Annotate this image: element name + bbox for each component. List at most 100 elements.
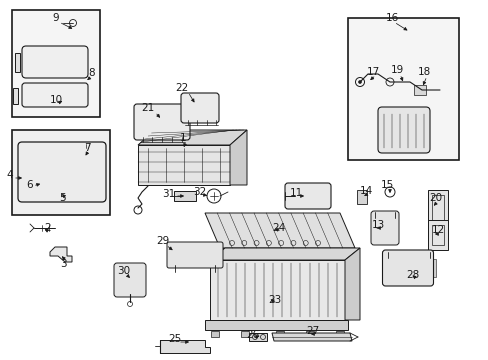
Polygon shape [15, 53, 20, 72]
Text: 8: 8 [88, 68, 95, 78]
Bar [427, 220, 447, 250]
Text: 6: 6 [27, 180, 33, 190]
Bar [186, 100, 197, 116]
Text: 17: 17 [366, 67, 379, 77]
Bar [275, 331, 284, 337]
FancyBboxPatch shape [22, 83, 88, 107]
Text: 7: 7 [83, 143, 90, 153]
Bar [52, 90, 62, 100]
FancyBboxPatch shape [285, 183, 330, 209]
FancyBboxPatch shape [382, 250, 433, 286]
Bar [200, 100, 209, 116]
Bar [427, 259, 435, 277]
Text: 16: 16 [385, 13, 398, 23]
Bar [292, 189, 303, 203]
Bar [29, 156, 43, 184]
Bar [248, 333, 266, 341]
Text: 11: 11 [289, 188, 302, 198]
FancyBboxPatch shape [22, 46, 88, 78]
Bar [413, 85, 425, 95]
Bar [57, 55, 67, 69]
FancyBboxPatch shape [181, 93, 219, 123]
Text: 20: 20 [428, 193, 442, 203]
Bar [397, 259, 405, 277]
Bar [431, 225, 443, 245]
FancyBboxPatch shape [18, 142, 106, 202]
Bar [174, 191, 196, 201]
FancyBboxPatch shape [370, 211, 398, 245]
Text: 25: 25 [168, 334, 181, 344]
Text: 2: 2 [44, 223, 51, 233]
Text: 19: 19 [389, 65, 403, 75]
Circle shape [358, 81, 361, 84]
Text: 30: 30 [117, 266, 130, 276]
Bar [178, 123, 187, 137]
Bar [408, 259, 416, 277]
Bar [120, 273, 128, 283]
Polygon shape [209, 260, 345, 320]
Text: 26: 26 [246, 330, 259, 340]
Bar [12, 10, 100, 117]
Text: 27: 27 [306, 326, 319, 336]
Polygon shape [138, 130, 246, 145]
Text: 4: 4 [7, 170, 13, 180]
Bar [36, 90, 48, 100]
Text: 12: 12 [430, 225, 444, 235]
Bar [67, 91, 77, 99]
Bar [387, 259, 395, 277]
Bar [12, 130, 110, 215]
Text: 13: 13 [370, 220, 384, 230]
Bar [151, 123, 160, 137]
Polygon shape [271, 333, 351, 341]
Polygon shape [204, 213, 354, 248]
Polygon shape [204, 320, 347, 330]
Text: 29: 29 [156, 236, 169, 246]
Text: 23: 23 [268, 295, 281, 305]
Bar [356, 190, 366, 204]
Bar [65, 156, 79, 184]
Polygon shape [209, 248, 359, 260]
Text: 1: 1 [179, 133, 186, 143]
Text: 18: 18 [417, 67, 430, 77]
Bar [38, 55, 52, 69]
Text: 10: 10 [49, 95, 62, 105]
Polygon shape [220, 248, 354, 258]
FancyBboxPatch shape [377, 107, 429, 153]
Text: 3: 3 [60, 259, 66, 269]
Text: 14: 14 [359, 186, 372, 196]
Text: 5: 5 [60, 193, 66, 203]
Bar [418, 259, 426, 277]
Polygon shape [138, 145, 229, 185]
Polygon shape [229, 130, 246, 185]
Bar [427, 190, 447, 240]
Bar [241, 331, 248, 337]
FancyBboxPatch shape [167, 242, 223, 268]
Bar [24, 188, 100, 196]
Text: 15: 15 [380, 180, 393, 190]
Bar [70, 58, 80, 66]
Bar [47, 156, 61, 184]
Polygon shape [50, 247, 72, 262]
Text: 32: 32 [193, 187, 206, 197]
Text: 28: 28 [406, 270, 419, 280]
Text: 24: 24 [272, 223, 285, 233]
Bar [431, 195, 443, 235]
Text: 21: 21 [141, 103, 154, 113]
Bar [138, 123, 147, 137]
Bar [305, 331, 313, 337]
Bar [373, 222, 381, 234]
Bar [165, 123, 174, 137]
Text: 9: 9 [53, 13, 59, 23]
FancyBboxPatch shape [134, 104, 190, 140]
Text: 22: 22 [175, 83, 188, 93]
Polygon shape [345, 248, 359, 320]
Polygon shape [160, 340, 209, 353]
Bar [388, 222, 396, 234]
Polygon shape [13, 88, 18, 104]
Text: 31: 31 [162, 189, 175, 199]
Bar [133, 273, 141, 283]
Bar [347, 18, 458, 160]
Bar [335, 331, 343, 337]
Bar [210, 331, 219, 337]
FancyBboxPatch shape [114, 263, 146, 297]
